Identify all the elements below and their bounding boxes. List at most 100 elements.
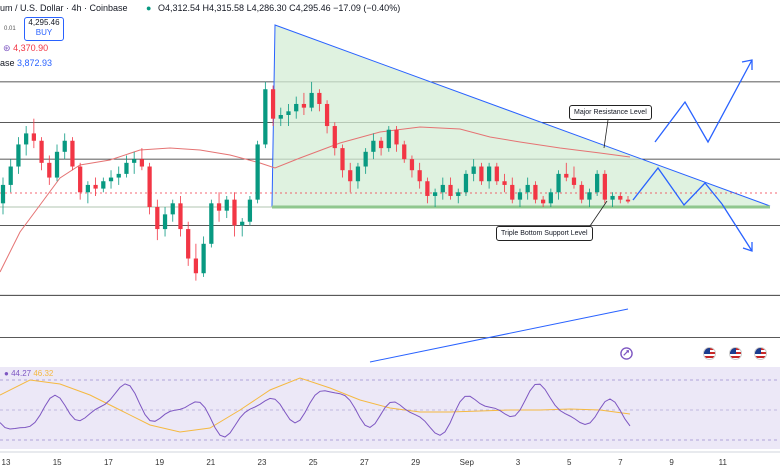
candle-body[interactable] — [24, 133, 29, 145]
support-callout[interactable]: Triple Bottom Support Level — [496, 226, 593, 241]
candle-body[interactable] — [8, 166, 13, 185]
candle-body[interactable] — [101, 181, 106, 189]
candle-body[interactable] — [595, 173, 600, 193]
rsi-line — [0, 383, 631, 438]
candle-body[interactable] — [70, 140, 75, 167]
candle-body[interactable] — [625, 199, 631, 202]
candle-body[interactable] — [479, 166, 484, 182]
candle-body[interactable] — [224, 199, 229, 211]
candle-body[interactable] — [193, 258, 199, 274]
candle-body[interactable] — [85, 184, 90, 193]
candle-body[interactable] — [247, 199, 253, 222]
candle-body[interactable] — [16, 144, 21, 167]
indicator-1-row[interactable]: ⊛ 4,370.90 — [3, 43, 48, 54]
candle-body[interactable] — [108, 177, 114, 182]
candle-body[interactable] — [162, 214, 168, 230]
candle-body[interactable] — [525, 184, 530, 193]
candle-body[interactable] — [62, 140, 67, 152]
x-tick-label: Sep — [459, 458, 474, 467]
candle-body[interactable] — [209, 203, 214, 244]
resistance-callout[interactable]: Major Resistance Level — [569, 105, 652, 120]
candle-body[interactable] — [432, 192, 438, 196]
candle-body[interactable] — [301, 103, 307, 108]
candle-body[interactable] — [54, 151, 60, 178]
candle-body[interactable] — [564, 173, 569, 178]
candle-body[interactable] — [548, 192, 553, 204]
candle-body[interactable] — [240, 221, 245, 226]
candle-body[interactable] — [533, 184, 538, 200]
candle-body[interactable] — [170, 203, 175, 215]
candle-body[interactable] — [386, 129, 391, 149]
x-tick-label: 9 — [669, 458, 674, 467]
candle-body[interactable] — [286, 111, 291, 115]
candle-body[interactable] — [294, 103, 299, 112]
candle-body[interactable] — [255, 144, 260, 200]
candle-body[interactable] — [471, 166, 476, 174]
candle-body[interactable] — [425, 181, 430, 196]
candle-body[interactable] — [378, 140, 384, 149]
candle-body[interactable] — [363, 151, 368, 167]
candle-body[interactable] — [31, 133, 36, 141]
candle-body[interactable] — [448, 184, 453, 196]
candle-body[interactable] — [486, 166, 492, 182]
candle-body[interactable] — [309, 92, 314, 108]
candle-body[interactable] — [201, 243, 206, 274]
candle-body[interactable] — [510, 184, 515, 200]
spread-value: 0.01 — [4, 26, 16, 32]
candle-body[interactable] — [371, 140, 376, 152]
candle-body[interactable] — [340, 148, 345, 171]
candle-body[interactable] — [317, 92, 322, 104]
buy-button[interactable]: 4,295.46 BUY — [24, 17, 64, 41]
candle-body[interactable] — [78, 166, 83, 193]
candle-body[interactable] — [541, 199, 546, 204]
us-flag-icon[interactable] — [754, 347, 767, 360]
candle-body[interactable] — [155, 207, 160, 230]
candle-body[interactable] — [39, 140, 44, 163]
candle-body[interactable] — [186, 229, 191, 259]
candle-body[interactable] — [402, 144, 407, 160]
candle-body[interactable] — [348, 170, 353, 182]
indicator-2-value: 3,872.93 — [17, 58, 53, 68]
candle-body[interactable] — [440, 184, 445, 193]
candle-body[interactable] — [147, 166, 152, 207]
candle-body[interactable] — [139, 159, 145, 167]
candle-body[interactable] — [394, 129, 399, 145]
candle-body[interactable] — [587, 192, 592, 200]
candle-body[interactable] — [517, 192, 523, 200]
candle-body[interactable] — [124, 162, 129, 174]
candle-body[interactable] — [502, 181, 507, 185]
candle-body[interactable] — [216, 203, 222, 211]
event-brand-icon[interactable] — [620, 347, 633, 360]
candle-body[interactable] — [178, 203, 183, 230]
candle-body[interactable] — [610, 195, 615, 200]
candle-body[interactable] — [270, 89, 276, 119]
candle-body[interactable] — [571, 177, 577, 185]
symbol-title: um / U.S. Dollar · 4h · Coinbase — [0, 3, 128, 13]
candle-body[interactable] — [456, 192, 461, 196]
candle-body[interactable] — [0, 184, 6, 204]
indicator-2-row[interactable]: ase 3,872.93 — [0, 58, 52, 68]
candle-body[interactable] — [494, 166, 499, 182]
candle-body[interactable] — [324, 103, 330, 127]
candle-body[interactable] — [355, 166, 361, 182]
candle-body[interactable] — [602, 173, 607, 200]
candle-body[interactable] — [579, 184, 584, 200]
us-flag-icon[interactable] — [703, 347, 716, 360]
candle-body[interactable] — [409, 159, 415, 171]
candle-body[interactable] — [263, 89, 268, 145]
candle-body[interactable] — [278, 115, 283, 119]
candle-body[interactable] — [556, 173, 561, 193]
indicator-1-value: 4,370.90 — [13, 43, 49, 53]
candle-body[interactable] — [232, 199, 237, 226]
candle-body[interactable] — [463, 173, 469, 193]
indicator-eye-icon[interactable]: ⊛ — [3, 43, 11, 53]
candle-body[interactable] — [332, 126, 337, 149]
candle-body[interactable] — [618, 195, 623, 200]
candle-body[interactable] — [116, 173, 121, 178]
candle-body[interactable] — [132, 159, 137, 163]
candle-body[interactable] — [417, 170, 422, 182]
candle-body[interactable] — [47, 162, 52, 178]
candle-body[interactable] — [93, 184, 98, 189]
us-flag-icon[interactable] — [729, 347, 742, 360]
